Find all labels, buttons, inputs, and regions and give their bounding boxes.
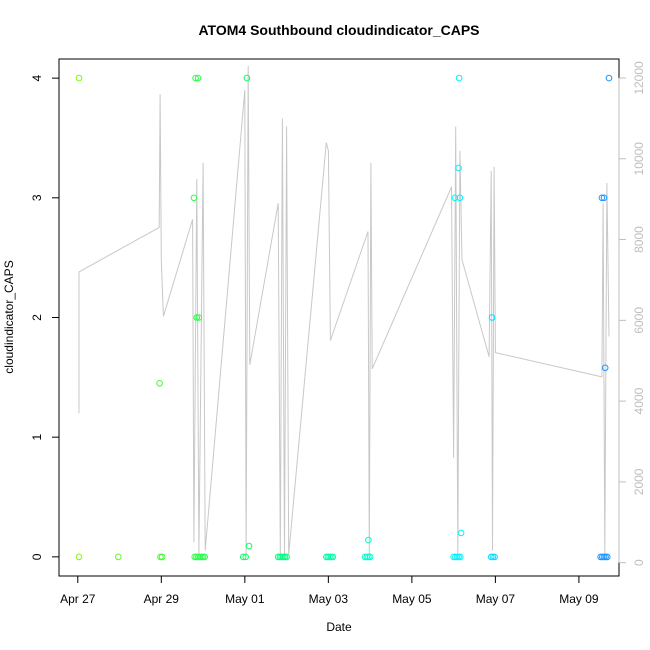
secondary-y-tick-label: 10000 <box>632 142 646 176</box>
data-point <box>604 553 611 561</box>
x-tick-label: Apr 27 <box>60 592 96 606</box>
x-tick-label: May 09 <box>559 592 599 606</box>
x-axis-label: Date <box>326 620 352 634</box>
x-tick-label: May 01 <box>225 592 265 606</box>
secondary-y-tick-label: 0 <box>632 559 646 566</box>
data-point <box>201 553 208 561</box>
y-tick-label: 2 <box>30 314 44 321</box>
data-point <box>75 553 83 561</box>
data-point <box>457 529 465 537</box>
y-tick-label: 4 <box>30 74 44 81</box>
secondary-y-tick-label: 6000 <box>632 307 646 334</box>
data-point <box>193 314 201 321</box>
x-tick-label: May 03 <box>309 592 349 606</box>
data-point <box>194 74 202 82</box>
secondary-y-tick-label: 8000 <box>632 226 646 253</box>
data-point <box>190 194 198 202</box>
data-point <box>455 164 462 172</box>
data-point <box>601 364 609 372</box>
data-point <box>283 553 290 561</box>
data-point <box>451 194 459 202</box>
points-layer <box>75 74 613 561</box>
x-tick-label: Apr 29 <box>144 592 180 606</box>
data-point <box>605 74 613 82</box>
x-tick-label: May 07 <box>476 592 516 606</box>
data-point <box>456 194 464 202</box>
secondary-series-line <box>78 65 610 559</box>
secondary-y-axis: 0 2000 4000 6000 8000 10000 12000 <box>618 61 646 566</box>
secondary-y-tick-label: 2000 <box>632 468 646 495</box>
secondary-line-layer <box>78 65 610 559</box>
secondary-y-tick-label: 12000 <box>632 61 646 95</box>
data-point <box>365 536 372 544</box>
data-point <box>366 553 374 561</box>
data-point <box>488 314 496 321</box>
data-point <box>329 553 337 561</box>
data-point <box>156 380 163 387</box>
data-point <box>242 553 249 561</box>
data-point <box>243 74 251 82</box>
x-tick-label: May 05 <box>392 592 432 606</box>
data-point <box>192 74 199 82</box>
data-point <box>158 553 166 561</box>
plot-frame <box>58 58 620 577</box>
data-point <box>598 194 606 202</box>
x-axis: Apr 27 Apr 29 May 01 May 03 May 05 May 07 May … <box>60 575 599 606</box>
y-tick-label: 0 <box>30 553 44 560</box>
chart-title: ATOM4 Southbound cloudindicator_CAPS <box>198 22 479 38</box>
y-axis: 0 1 2 3 4 <box>30 74 60 560</box>
secondary-y-tick-label: 4000 <box>632 387 646 414</box>
data-point <box>245 542 253 550</box>
data-point <box>75 74 83 82</box>
y-axis-label: cloudindicator_CAPS <box>2 260 16 373</box>
y-tick-label: 3 <box>30 194 44 201</box>
data-point <box>239 553 247 561</box>
y-tick-label: 1 <box>30 434 44 441</box>
data-point <box>600 194 608 202</box>
data-point <box>195 314 203 321</box>
data-point <box>455 74 463 82</box>
data-point <box>491 553 498 561</box>
data-point <box>115 553 122 561</box>
data-point <box>457 553 464 561</box>
